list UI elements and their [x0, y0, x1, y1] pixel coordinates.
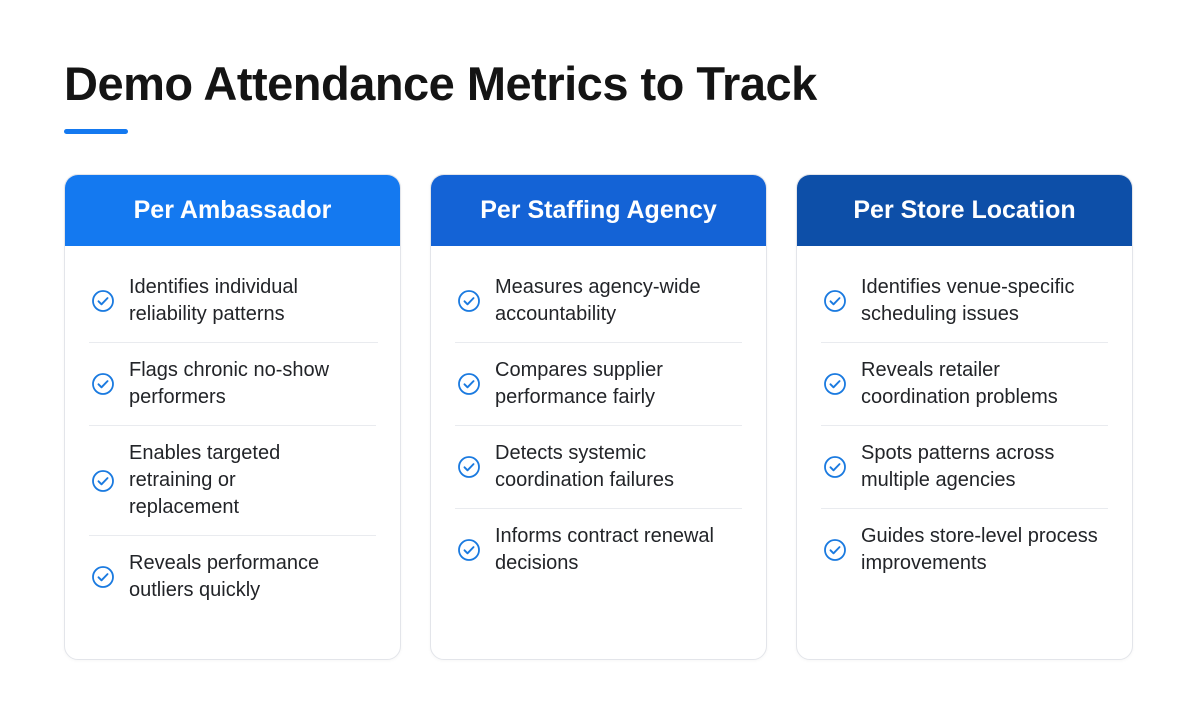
check-circle-icon [91, 565, 115, 589]
check-circle-icon [823, 289, 847, 313]
card-list: Identifies individual reliability patter… [65, 246, 400, 618]
check-circle-icon [91, 372, 115, 396]
check-circle-icon [457, 372, 481, 396]
list-item: Informs contract renewal decisions [455, 509, 742, 591]
card-list: Identifies venue-specific scheduling iss… [797, 246, 1132, 591]
list-item-text: Enables targeted retraining or replaceme… [129, 442, 281, 518]
list-item: Identifies individual reliability patter… [89, 260, 378, 343]
check-circle-icon [823, 538, 847, 562]
card-per-staffing-agency: Per Staffing Agency Measures agency-wide… [430, 174, 767, 660]
list-item: Reveals performance outliers quickly [89, 536, 376, 618]
card-header: Per Staffing Agency [431, 175, 766, 246]
list-item-text: Compares supplier performance fairly [495, 359, 663, 408]
list-item-text: Guides store-level process improvements [861, 525, 1098, 574]
list-item-text: Flags chronic no-show performers [129, 359, 330, 408]
check-circle-icon [91, 289, 115, 313]
title-underline [64, 129, 128, 134]
list-item: Identifies venue-specific scheduling iss… [821, 260, 1108, 343]
list-item-text: Reveals performance outliers quickly [129, 552, 320, 601]
card-header: Per Ambassador [65, 175, 400, 246]
card-per-ambassador: Per Ambassador Identifies individual rel… [64, 174, 401, 660]
list-item-text: Measures agency-wide accountability [495, 276, 701, 325]
list-item: Guides store-level process improvements [821, 509, 1108, 591]
list-item-text: Detects systemic coordination failures [495, 442, 674, 491]
list-item: Measures agency-wide accountability [455, 260, 742, 343]
check-circle-icon [457, 538, 481, 562]
list-item-text: Identifies venue-specific scheduling iss… [861, 276, 1075, 325]
list-item: Reveals retailer coordination problems [821, 343, 1108, 426]
check-circle-icon [457, 289, 481, 313]
check-circle-icon [823, 455, 847, 479]
list-item: Compares supplier performance fairly [455, 343, 742, 426]
list-item: Spots patterns across multiple agencies [821, 426, 1108, 509]
list-item-text: Spots patterns across multiple agencies [861, 442, 1055, 491]
metric-cards: Per Ambassador Identifies individual rel… [64, 174, 1133, 660]
page-title: Demo Attendance Metrics to Track [64, 57, 817, 110]
list-item: Flags chronic no-show performers [89, 343, 376, 426]
card-per-store-location: Per Store Location Identifies venue-spec… [796, 174, 1133, 660]
card-header: Per Store Location [797, 175, 1132, 246]
list-item-text: Reveals retailer coordination problems [861, 359, 1058, 408]
list-item: Enables targeted retraining or replaceme… [89, 426, 376, 536]
list-item-text: Identifies individual reliability patter… [129, 276, 298, 325]
list-item-text: Informs contract renewal decisions [495, 525, 714, 574]
check-circle-icon [457, 455, 481, 479]
check-circle-icon [91, 469, 115, 493]
list-item: Detects systemic coordination failures [455, 426, 742, 509]
card-list: Measures agency-wide accountability Comp… [431, 246, 766, 591]
check-circle-icon [823, 372, 847, 396]
